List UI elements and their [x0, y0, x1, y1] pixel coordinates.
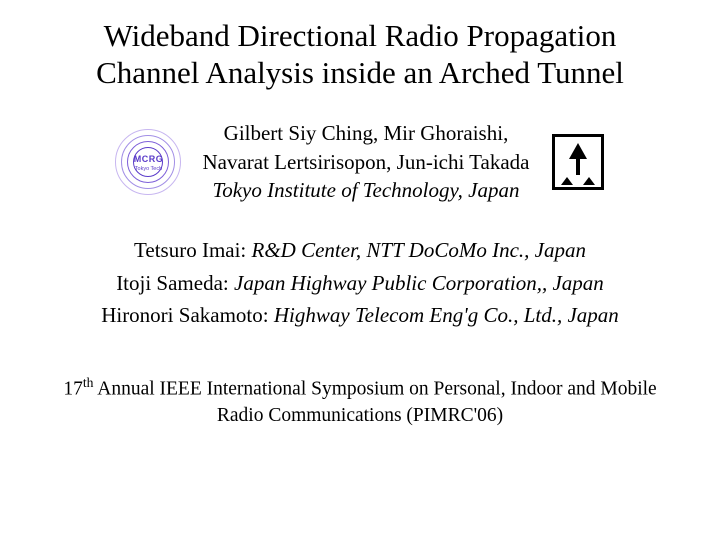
title-line-1: Wideband Directional Radio Propagation — [104, 18, 617, 53]
mcrg-label: MCRG — [134, 154, 164, 164]
authors-row: MCRG Tokyo Tech Gilbert Siy Ching, Mir Gh… — [10, 119, 710, 204]
titech-logo — [552, 134, 604, 190]
affil-3-name: Hironori Sakamoto: — [101, 303, 274, 327]
affiliation-1: Tetsuro Imai: R&D Center, NTT DoCoMo Inc… — [10, 234, 710, 267]
conference-footer: 17th Annual IEEE International Symposium… — [10, 374, 710, 429]
conf-rest-1: Annual IEEE International Symposium on P… — [93, 378, 656, 399]
authors-block: Gilbert Siy Ching, Mir Ghoraishi, Navara… — [202, 119, 529, 204]
affil-3-place: Highway Telecom Eng'g Co., Ltd., Japan — [274, 303, 619, 327]
affiliation-2: Itoji Sameda: Japan Highway Public Corpo… — [10, 267, 710, 300]
affiliation-3: Hironori Sakamoto: Highway Telecom Eng'g… — [10, 299, 710, 332]
conf-ord-sup: th — [83, 375, 94, 390]
authors-line-1: Gilbert Siy Ching, Mir Ghoraishi, — [224, 121, 509, 145]
title-line-2: Channel Analysis inside an Arched Tunnel — [96, 55, 624, 90]
conf-ord-num: 17 — [63, 378, 83, 399]
affil-2-place: Japan Highway Public Corporation,, Japan — [234, 271, 604, 295]
affiliations-block: Tetsuro Imai: R&D Center, NTT DoCoMo Inc… — [10, 234, 710, 332]
affil-2-name: Itoji Sameda: — [116, 271, 234, 295]
authors-line-2: Navarat Lertsirisopon, Jun-ichi Takada — [202, 150, 529, 174]
affil-1-name: Tetsuro Imai: — [134, 238, 252, 262]
authors-institution: Tokyo Institute of Technology, Japan — [212, 178, 519, 202]
mcrg-logo: MCRG Tokyo Tech — [116, 130, 180, 194]
affil-1-place: R&D Center, NTT DoCoMo Inc., Japan — [252, 238, 586, 262]
slide-title: Wideband Directional Radio Propagation C… — [10, 18, 710, 91]
mcrg-sublabel: Tokyo Tech — [135, 166, 162, 172]
conf-line-2: Radio Communications (PIMRC'06) — [217, 405, 503, 426]
titech-icon — [555, 137, 601, 187]
slide: Wideband Directional Radio Propagation C… — [0, 0, 720, 540]
